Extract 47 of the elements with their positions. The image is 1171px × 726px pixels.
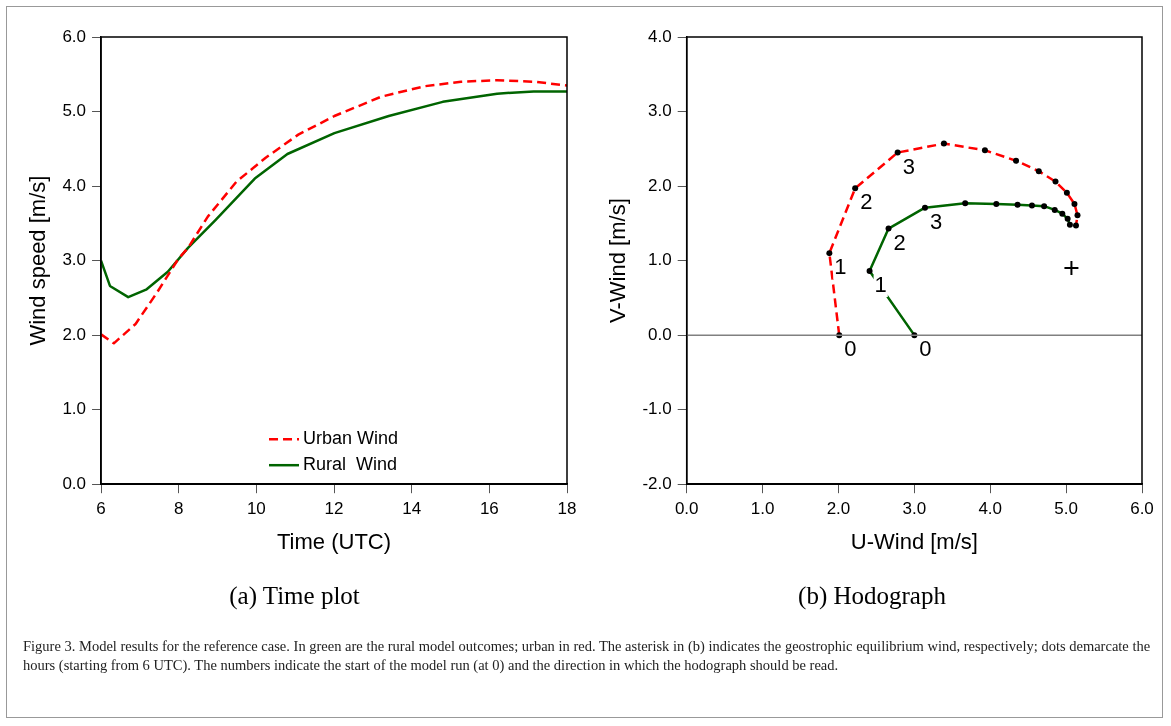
y-tick-label: -2.0 — [642, 473, 672, 493]
y-tick-label: 0.0 — [62, 473, 87, 493]
annotation: 2 — [893, 229, 906, 255]
x-tick-label: 6 — [96, 499, 106, 519]
text: (b) Hodograph — [798, 581, 947, 610]
x-tick-label: 1.0 — [750, 499, 775, 519]
x-axis-title: U-Wind [m/s] — [850, 528, 978, 554]
x-tick-label: 6.0 — [1130, 499, 1154, 519]
y-tick-label: 2.0 — [648, 175, 672, 195]
x-tick-label: 10 — [246, 499, 266, 519]
x-tick-label: 12 — [324, 499, 344, 519]
x-tick-label: 5.0 — [1054, 499, 1078, 519]
y-tick-label: 3.0 — [648, 101, 672, 121]
legend-label: Rural Wind — [303, 454, 398, 475]
legend-label: Urban Wind — [303, 428, 399, 449]
annotation: 3 — [902, 153, 915, 179]
annotation: 3 — [929, 208, 943, 234]
x-tick-label: 4.0 — [978, 499, 1003, 519]
x-tick-label: 2.0 — [826, 499, 851, 519]
y-axis-title: Wind speed [m/s] — [25, 175, 51, 346]
y-tick-label: -1.0 — [642, 399, 672, 419]
annotation: 0 — [844, 336, 857, 362]
annotation: 1 — [874, 272, 887, 298]
x-axis-title: Time (UTC) — [276, 528, 392, 554]
y-tick-label: 0.0 — [648, 324, 672, 344]
x-tick-label: 16 — [479, 499, 499, 519]
caption: Figure 3. Model results for the reference case. In green are the rural model outcomes; urban in red. The asterisk in (b) indicates the geostrophic equilibrium wind, respectively; dots demarcate the hours (starting from 6 UTC). The numbers indicate the start of the model run (at 0) and the direction in which the hodograph should be read. — [23, 637, 1152, 675]
x-tick-label: 8 — [173, 499, 184, 519]
y-tick-label: 1.0 — [62, 399, 87, 419]
annotation: 0 — [919, 336, 932, 362]
y-axis-title: V-Wind [m/s] — [605, 198, 631, 323]
x-tick-label: 3.0 — [902, 499, 927, 519]
y-tick-label: 4.0 — [648, 26, 672, 46]
y-tick-label: 5.0 — [62, 101, 87, 121]
y-tick-label: 6.0 — [62, 26, 87, 46]
y-tick-label: 1.0 — [648, 250, 672, 270]
annotation: 2 — [860, 189, 873, 215]
text: (a) Time plot — [229, 581, 360, 610]
annotation: 1 — [834, 254, 847, 280]
line-series — [101, 78, 567, 345]
y-tick-label: 2.0 — [62, 324, 87, 344]
point — [1063, 260, 1080, 277]
x-tick-label: 0.0 — [674, 499, 699, 519]
x-tick-label: 18 — [557, 499, 577, 519]
y-tick-label: 4.0 — [62, 175, 87, 195]
x-tick-label: 14 — [402, 499, 422, 519]
y-tick-label: 3.0 — [62, 250, 87, 270]
